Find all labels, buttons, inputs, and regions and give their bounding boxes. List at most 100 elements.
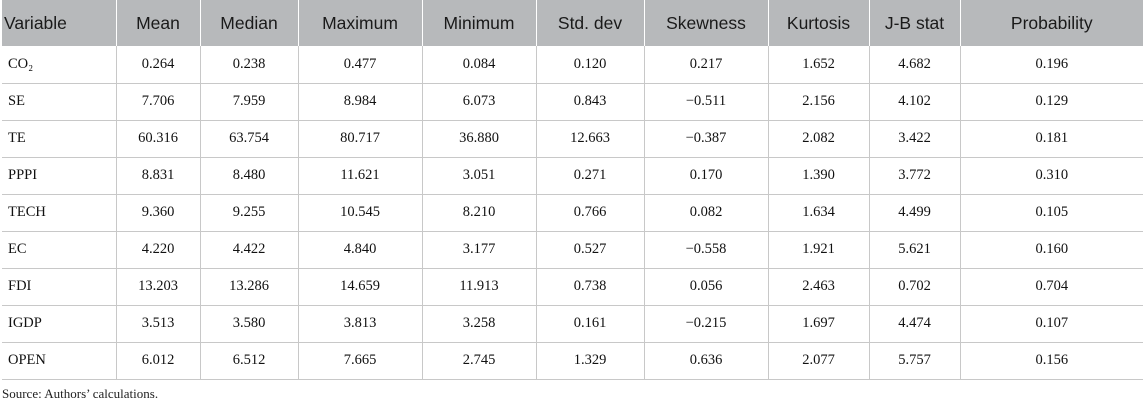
value-cell: 0.105 xyxy=(960,194,1143,232)
value-cell: 0.843 xyxy=(536,83,645,121)
descriptive-statistics-table: Variable Mean Median Maximum Minimum Std. dev… xyxy=(2,0,1143,380)
value-cell: 5.757 xyxy=(869,342,961,380)
column-header: Std. dev xyxy=(536,0,645,46)
value-cell: 3.580 xyxy=(200,305,299,343)
value-cell: −0.558 xyxy=(644,231,769,269)
column-header: J-B stat xyxy=(869,0,961,46)
value-cell: 4.102 xyxy=(869,83,961,121)
value-cell: 0.196 xyxy=(960,46,1143,84)
value-cell: 0.120 xyxy=(536,46,645,84)
value-cell: 14.659 xyxy=(298,268,423,306)
table-header: Variable Mean Median Maximum Minimum Std. dev… xyxy=(2,0,1143,46)
column-header: Kurtosis xyxy=(768,0,870,46)
value-cell: 6.512 xyxy=(200,342,299,380)
column-header: Minimum xyxy=(422,0,537,46)
value-cell: 60.316 xyxy=(116,120,201,158)
variable-cell: SE xyxy=(2,83,117,121)
column-header: Maximum xyxy=(298,0,423,46)
variable-cell: FDI xyxy=(2,268,117,306)
value-cell: 9.255 xyxy=(200,194,299,232)
value-cell: −0.215 xyxy=(644,305,769,343)
value-cell: 7.665 xyxy=(298,342,423,380)
table-row: FDI 13.203 13.286 14.659 11.913 0.738 0.056 2.4… xyxy=(2,268,1143,306)
value-cell: 1.634 xyxy=(768,194,870,232)
value-cell: 4.840 xyxy=(298,231,423,269)
variable-cell: CO₂ xyxy=(2,46,117,84)
value-cell: 1.697 xyxy=(768,305,870,343)
value-cell: 8.210 xyxy=(422,194,537,232)
value-cell: 0.181 xyxy=(960,120,1143,158)
value-cell: 7.959 xyxy=(200,83,299,121)
table-row: OPEN 6.012 6.512 7.665 2.745 1.329 0.636 2.077 5… xyxy=(2,342,1143,380)
value-cell: 2.077 xyxy=(768,342,870,380)
value-cell: 2.082 xyxy=(768,120,870,158)
value-cell: 4.682 xyxy=(869,46,961,84)
value-cell: 0.527 xyxy=(536,231,645,269)
value-cell: 80.717 xyxy=(298,120,423,158)
value-cell: 1.652 xyxy=(768,46,870,84)
value-cell: 4.499 xyxy=(869,194,961,232)
value-cell: 6.073 xyxy=(422,83,537,121)
value-cell: 4.220 xyxy=(116,231,201,269)
value-cell: 0.129 xyxy=(960,83,1143,121)
value-cell: 13.203 xyxy=(116,268,201,306)
value-cell: −0.511 xyxy=(644,83,769,121)
value-cell: 8.984 xyxy=(298,83,423,121)
table-row: PPPI 8.831 8.480 11.621 3.051 0.271 0.170 1.390… xyxy=(2,157,1143,195)
column-header: Skewness xyxy=(644,0,769,46)
value-cell: 5.621 xyxy=(869,231,961,269)
table-row: EC 4.220 4.422 4.840 3.177 0.527 −0.558 1.921 5.… xyxy=(2,231,1143,269)
value-cell: 3.422 xyxy=(869,120,961,158)
variable-cell: PPPI xyxy=(2,157,117,195)
value-cell: 3.051 xyxy=(422,157,537,195)
value-cell: 13.286 xyxy=(200,268,299,306)
value-cell: 11.621 xyxy=(298,157,423,195)
value-cell: 0.766 xyxy=(536,194,645,232)
value-cell: 0.084 xyxy=(422,46,537,84)
table-row: CO₂ 0.264 0.238 0.477 0.084 0.120 0.217 1.652 4.… xyxy=(2,46,1143,84)
value-cell: 63.754 xyxy=(200,120,299,158)
value-cell: 0.056 xyxy=(644,268,769,306)
value-cell: 0.636 xyxy=(644,342,769,380)
value-cell: 0.271 xyxy=(536,157,645,195)
value-cell: 6.012 xyxy=(116,342,201,380)
value-cell: 0.170 xyxy=(644,157,769,195)
source-note: Source: Authors’ calculations. xyxy=(2,385,159,401)
table-row: TECH 9.360 9.255 10.545 8.210 0.766 0.082 1.634… xyxy=(2,194,1143,232)
variable-cell: TE xyxy=(2,120,117,158)
value-cell: 0.310 xyxy=(960,157,1143,195)
header-row: Variable Mean Median Maximum Minimum Std. dev… xyxy=(2,0,1143,46)
value-cell: 3.813 xyxy=(298,305,423,343)
table-body: CO₂ 0.264 0.238 0.477 0.084 0.120 0.217 1.652 4.… xyxy=(2,46,1143,380)
table-row: TE 60.316 63.754 80.717 36.880 12.663 −0.387 2.… xyxy=(2,120,1143,158)
table-row: SE 7.706 7.959 8.984 6.073 0.843 −0.511 2.156 4.… xyxy=(2,83,1143,121)
value-cell: 10.545 xyxy=(298,194,423,232)
variable-cell: TECH xyxy=(2,194,117,232)
value-cell: 12.663 xyxy=(536,120,645,158)
value-cell: 36.880 xyxy=(422,120,537,158)
value-cell: 0.161 xyxy=(536,305,645,343)
value-cell: 0.702 xyxy=(869,268,961,306)
value-cell: 0.738 xyxy=(536,268,645,306)
value-cell: 0.160 xyxy=(960,231,1143,269)
value-cell: 0.477 xyxy=(298,46,423,84)
value-cell: 2.745 xyxy=(422,342,537,380)
column-header: Variable xyxy=(2,0,117,46)
value-cell: 4.474 xyxy=(869,305,961,343)
value-cell: 3.258 xyxy=(422,305,537,343)
value-cell: −0.387 xyxy=(644,120,769,158)
value-cell: 0.082 xyxy=(644,194,769,232)
value-cell: 2.156 xyxy=(768,83,870,121)
variable-cell: EC xyxy=(2,231,117,269)
value-cell: 0.264 xyxy=(116,46,201,84)
value-cell: 1.329 xyxy=(536,342,645,380)
value-cell: 3.772 xyxy=(869,157,961,195)
column-header: Mean xyxy=(116,0,201,46)
value-cell: 2.463 xyxy=(768,268,870,306)
value-cell: 7.706 xyxy=(116,83,201,121)
value-cell: 0.156 xyxy=(960,342,1143,380)
value-cell: 0.217 xyxy=(644,46,769,84)
variable-cell: IGDP xyxy=(2,305,117,343)
value-cell: 11.913 xyxy=(422,268,537,306)
